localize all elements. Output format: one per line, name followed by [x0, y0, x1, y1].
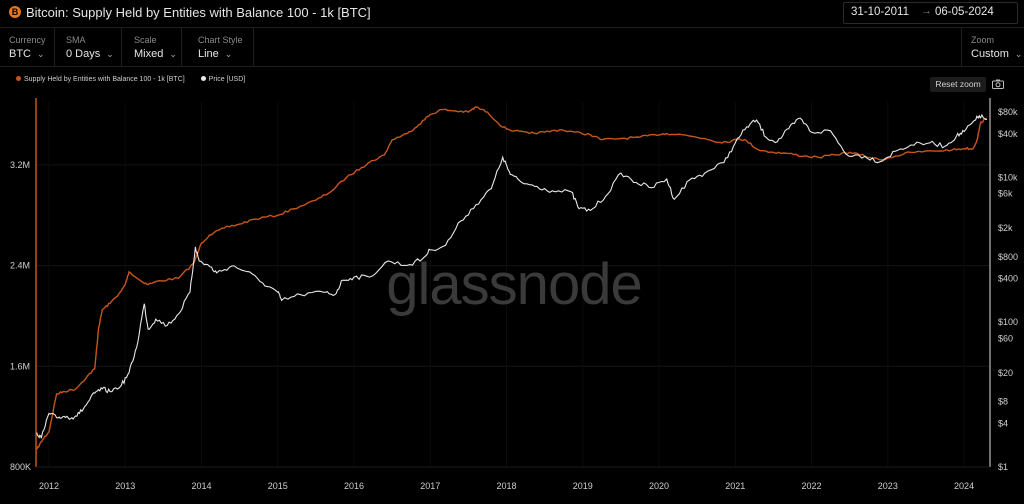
- y-right-tick-label: $10k: [998, 172, 1018, 182]
- x-tick-label: 2016: [344, 481, 364, 491]
- series-line-supply: [36, 106, 987, 450]
- y-left-tick-label: 1.6M: [10, 361, 30, 371]
- currency-dropdown[interactable]: Currency BTC ⌄: [0, 28, 55, 66]
- y-right-tick-label: $6k: [998, 188, 1013, 198]
- sma-label: SMA: [66, 35, 86, 45]
- series-line-price: [36, 113, 987, 439]
- date-end[interactable]: 06-05-2024: [935, 6, 994, 18]
- currency-label: Currency: [9, 35, 46, 45]
- scale-label: Scale: [134, 35, 157, 45]
- x-tick-label: 2018: [497, 481, 517, 491]
- chevron-down-icon: ⌄: [224, 49, 233, 59]
- y-left-tick-label: 800K: [10, 462, 31, 472]
- controls-bar: Currency BTC ⌄ SMA 0 Days ⌄ Scale Mixed ⌄ C…: [0, 28, 1024, 67]
- scale-value[interactable]: Mixed ⌄: [134, 48, 177, 60]
- chevron-down-icon: ⌄: [37, 49, 45, 59]
- bitcoin-logo-icon: B: [9, 6, 21, 18]
- zoom-label: Zoom: [971, 35, 995, 45]
- x-tick-label: 2012: [39, 481, 59, 491]
- x-tick-label: 2013: [115, 481, 135, 491]
- x-tick-label: 2024: [954, 481, 974, 491]
- date-start[interactable]: 31-10-2011: [851, 6, 909, 18]
- y-right-tick-label: $1: [998, 462, 1008, 472]
- x-tick-label: 2014: [191, 481, 211, 491]
- scale-dropdown[interactable]: Scale Mixed ⌄: [125, 28, 182, 66]
- date-range-picker[interactable]: 31-10-2011 → 06-05-2024: [843, 2, 1018, 24]
- chart-area[interactable]: glassnode 800K 1.6M 2.4M 3.2M $1 $4 $8 $20 $60 $1…: [0, 96, 1024, 504]
- chart-legend: Supply Held by Entities with Balance 100…: [16, 76, 259, 83]
- x-tick-label: 2019: [573, 481, 593, 491]
- y-right-tick-label: $60: [998, 333, 1013, 343]
- x-tick-label: 2017: [420, 481, 440, 491]
- chart-style-value[interactable]: Line ⌄: [198, 48, 233, 60]
- legend-item-supply[interactable]: Supply Held by Entities with Balance 100…: [16, 76, 185, 83]
- y-right-tick-label: $40k: [998, 129, 1018, 139]
- sma-dropdown[interactable]: SMA 0 Days ⌄: [57, 28, 122, 66]
- x-tick-label: 2023: [878, 481, 898, 491]
- y-right-tick-label: $4: [998, 418, 1008, 428]
- x-tick-label: 2015: [268, 481, 288, 491]
- grid-lines: [36, 102, 990, 468]
- sma-value[interactable]: 0 Days ⌄: [66, 48, 114, 60]
- y-right-tick-label: $800: [998, 252, 1018, 262]
- chevron-down-icon: ⌄: [1014, 49, 1023, 59]
- legend-item-price[interactable]: Price [USD]: [200, 76, 245, 83]
- x-tick-label: 2022: [802, 481, 822, 491]
- watermark: glassnode: [386, 252, 641, 317]
- y-left-tick-label: 2.4M: [10, 261, 30, 271]
- y-right-tick-label: $2k: [998, 223, 1013, 233]
- legend-dot-icon: [16, 76, 21, 81]
- x-tick-label: 2020: [649, 481, 669, 491]
- chart-title: Bitcoin: Supply Held by Entities with Ba…: [26, 5, 371, 20]
- axes: [35, 98, 991, 468]
- y-right-tick-label: $80k: [998, 107, 1018, 117]
- y-right-tick-label: $100: [998, 317, 1018, 327]
- camera-icon[interactable]: [992, 79, 1004, 89]
- y-right-tick-label: $8: [998, 397, 1008, 407]
- chevron-down-icon: ⌄: [106, 49, 114, 59]
- y-left-tick-label: 3.2M: [10, 160, 30, 170]
- reset-zoom-button[interactable]: Reset zoom: [930, 77, 986, 92]
- zoom-dropdown[interactable]: Zoom Custom ⌄: [961, 28, 1024, 66]
- zoom-value[interactable]: Custom ⌄: [971, 48, 1023, 60]
- chart-style-label: Chart Style: [198, 35, 243, 45]
- y-right-tick-label: $20: [998, 368, 1013, 378]
- currency-value[interactable]: BTC ⌄: [9, 48, 45, 60]
- title-bar: B Bitcoin: Supply Held by Entities with …: [0, 0, 1024, 28]
- y-right-tick-label: $400: [998, 274, 1018, 284]
- arrow-right-icon: →: [921, 5, 932, 17]
- legend-dot-icon: [200, 76, 206, 81]
- chevron-down-icon: ⌄: [169, 49, 177, 59]
- chart-style-dropdown[interactable]: Chart Style Line ⌄: [189, 28, 254, 66]
- x-tick-label: 2021: [725, 481, 745, 491]
- tick-labels: 800K 1.6M 2.4M 3.2M $1 $4 $8 $20 $60 $100 $400 $800…: [10, 107, 1018, 491]
